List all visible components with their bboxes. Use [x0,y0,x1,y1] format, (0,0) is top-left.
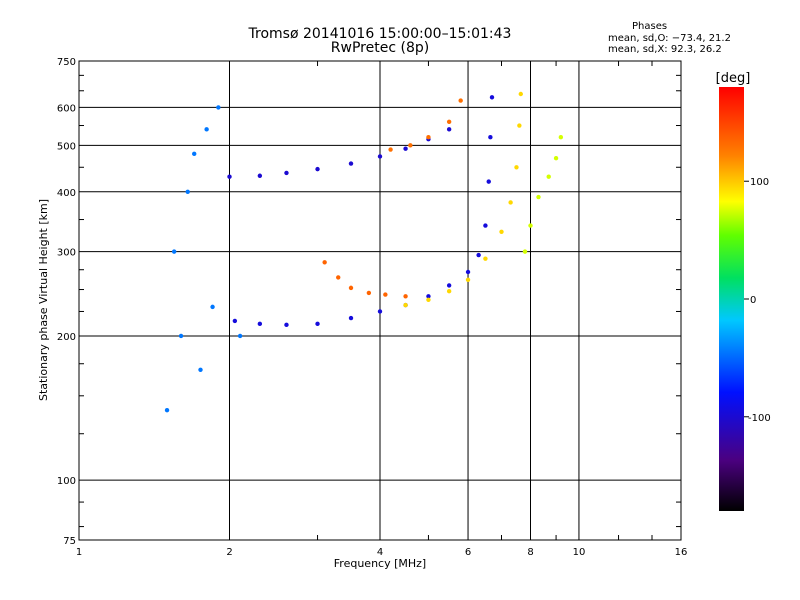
y-tick-label: 75 [63,536,76,547]
data-point [232,318,238,324]
phase-stats-x-mode: mean, sd,X: 92.3, 26.2 [608,44,722,55]
y-tick-label: 750 [57,57,76,68]
colorbar-label: [deg] [716,71,751,86]
tick-labels: 1 2 4 6 8 10 16 75 100 200 300 400 500 600 750 [57,57,687,558]
data-point [408,143,413,148]
colorbar-tick-label: -100 [748,413,771,424]
phase-stats-o-mode: mean, sd,O: −73.4, 21.2 [608,33,731,44]
data-point [465,277,471,282]
x-tick-label: 8 [527,547,533,558]
data-point [388,147,393,152]
y-tick-label: 600 [57,103,76,114]
colorbar-tick-label: 100 [750,177,769,188]
grid [79,61,681,540]
data-point [486,179,491,184]
data-point [284,170,289,176]
data-point [488,134,493,140]
data-point [403,146,408,151]
data-point [403,294,408,299]
x-tick-label: 2 [226,547,232,558]
data-point [553,156,559,161]
y-tick-label: 200 [57,332,76,343]
chart-subtitle: RwPretec (8p) [330,40,430,56]
colorbar-ticks: 100 0 -100 [744,177,771,424]
data-point [528,223,533,228]
data-point [377,154,383,159]
data-point [403,302,408,308]
data-point [284,322,289,328]
y-axis-label: Stationary phase Virtual Height [km] [37,199,50,401]
data-point [237,333,243,339]
data-point [476,252,481,258]
x-tick-label: 10 [573,547,586,558]
data-point [366,290,372,296]
data-point [465,269,471,275]
x-tick-label: 1 [76,547,82,558]
y-tick-label: 300 [57,248,76,259]
data-point [446,127,452,132]
data-point [377,309,383,314]
data-point [446,289,452,294]
data-point [227,174,232,179]
y-tick-label: 400 [57,188,76,199]
data-point [536,194,541,200]
chart-title: Tromsø 20141016 15:00:00–15:01:43 [248,26,512,42]
colorbar [719,87,744,511]
data-point [426,297,431,302]
x-tick-label: 4 [377,547,383,558]
data-point [383,292,388,297]
data-point [336,275,341,280]
data-point [210,304,215,310]
x-tick-label: 6 [465,547,471,558]
data-point [426,294,431,299]
y-tick-label: 100 [57,476,76,487]
data-point [164,407,170,413]
data-point [446,119,452,124]
data-point [348,161,354,166]
data-point [348,285,354,291]
data-point [198,367,203,372]
data-point [446,283,452,288]
data-point [185,189,190,194]
data-point [315,321,320,327]
data-point [458,98,463,103]
data-point [171,249,177,254]
data-point [257,173,263,178]
x-axis-label: Frequency [MHz] [334,557,426,570]
data-point [426,134,431,140]
data-point [216,105,221,110]
data-points [164,91,564,413]
data-point [483,223,488,228]
data-point [192,151,197,157]
data-point [508,200,513,205]
data-point [514,165,519,170]
data-point [489,95,495,100]
data-point [522,249,528,254]
data-point [499,229,504,234]
y-tick-label: 500 [57,141,76,152]
data-point [546,174,551,179]
data-point [204,127,209,132]
data-point [178,333,184,339]
data-point [315,166,320,172]
data-point [348,315,354,321]
x-tick-label: 16 [675,547,688,558]
data-point [257,321,263,327]
data-point [517,123,522,128]
colorbar-tick-label: 0 [750,295,756,306]
data-point [322,260,327,265]
data-point [558,134,564,140]
phase-stats-heading: Phases [632,21,668,32]
axis-ticks [79,61,681,540]
data-point [483,256,488,261]
data-point [518,91,523,97]
